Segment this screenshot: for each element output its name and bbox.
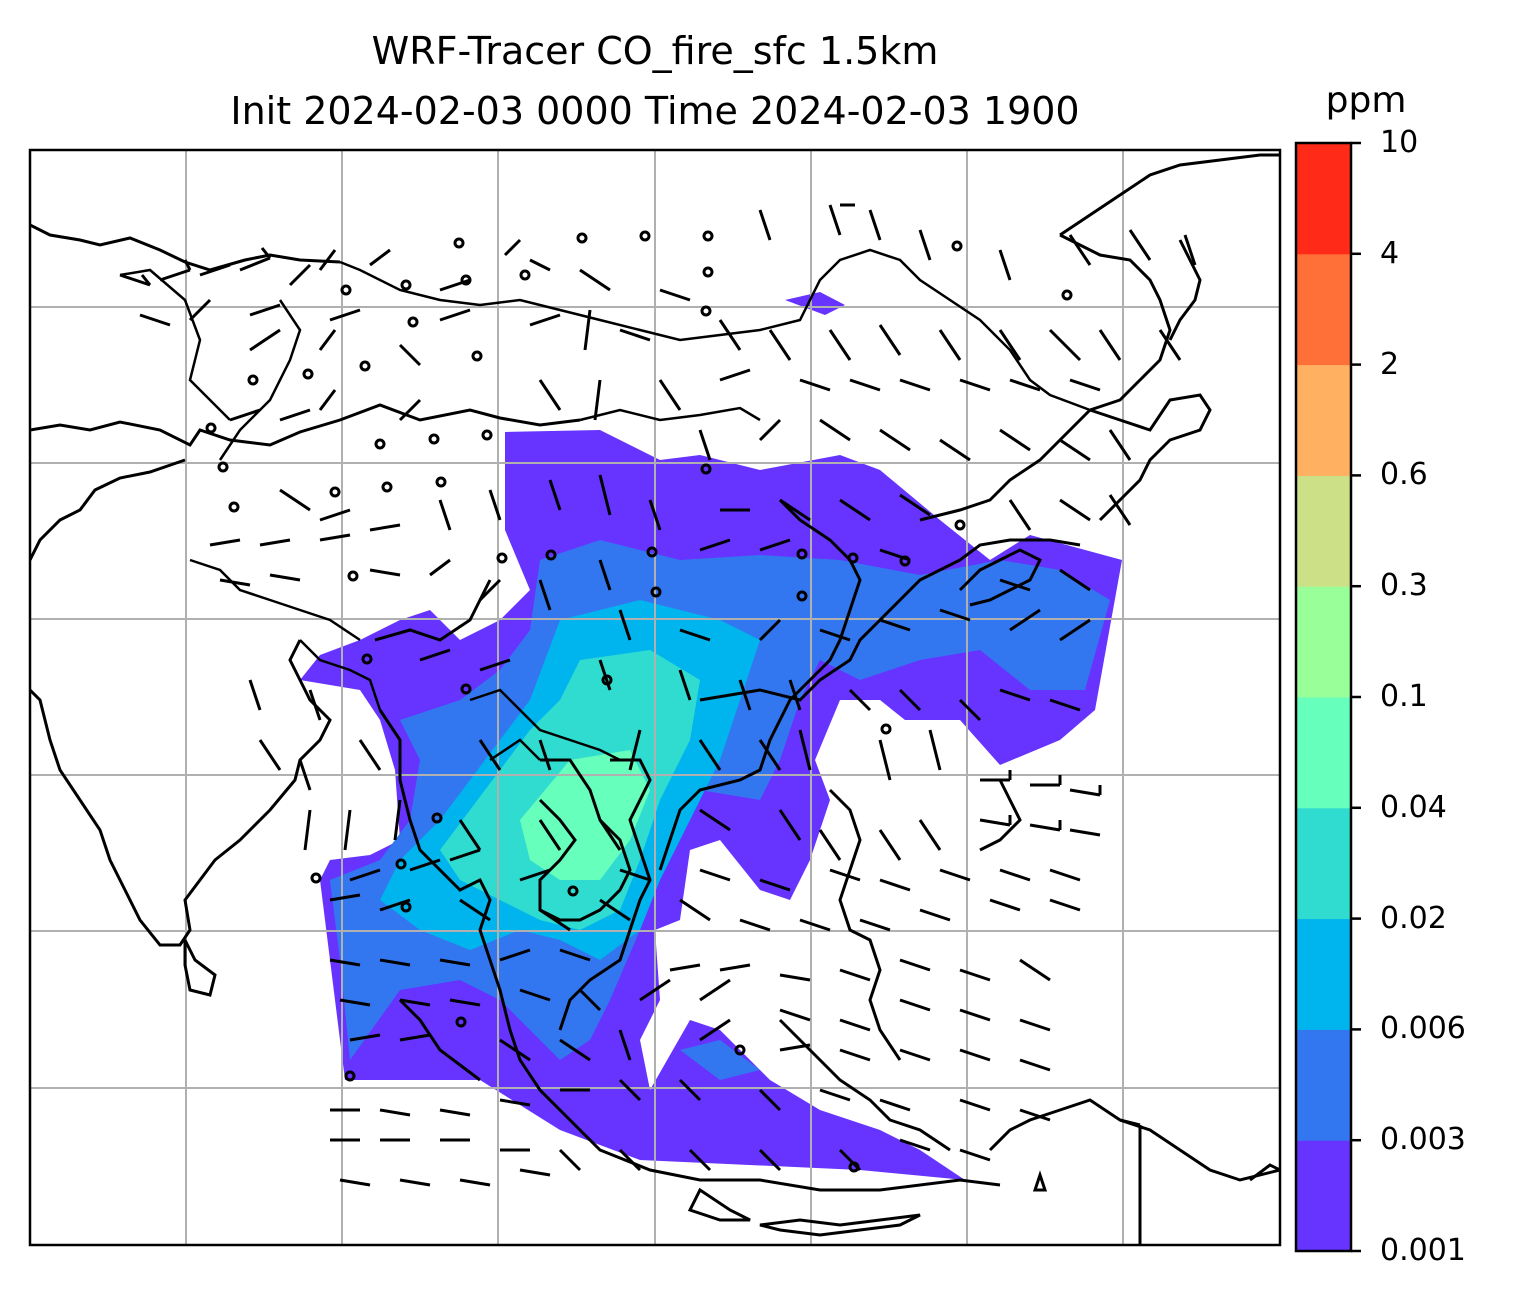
tracer-fill-level-1b	[785, 292, 845, 315]
colorbar-tick-label: 0.3	[1380, 568, 1428, 604]
colorbar-tick-label: 0.003	[1380, 1122, 1466, 1158]
colorbar-swatch-1	[1296, 1140, 1351, 1252]
map-subtitle: Init 2024-02-03 0000 Time 2024-02-03 190…	[230, 89, 1080, 133]
tracer-fill-level-2b	[680, 1040, 760, 1080]
colorbar-tick-label: 0.001	[1380, 1233, 1466, 1268]
wind-barbs	[119, 203, 1197, 1187]
colorbar-swatch-4	[1296, 807, 1351, 920]
country-borders	[119, 248, 1091, 762]
colorbar-swatch-9	[1296, 253, 1351, 366]
colorbar-unit-label: ppm	[1325, 80, 1407, 121]
colorbar-tick-label: 4	[1380, 235, 1400, 271]
coastlines	[30, 153, 1280, 1245]
colorbar-tick-label: 2	[1380, 346, 1400, 382]
colorbar	[1294, 141, 1361, 1253]
calm-wind-markers	[205, 230, 1073, 1173]
colorbar-swatch-10	[1296, 143, 1351, 255]
colorbar-tick-label: 0.6	[1380, 457, 1428, 493]
colorbar-swatch-5	[1296, 697, 1351, 809]
colorbar-tick-label: 0.04	[1380, 789, 1447, 825]
colorbar-swatch-8	[1296, 364, 1351, 476]
colorbar-tick-label: 0.006	[1380, 1011, 1466, 1047]
colorbar-swatch-6	[1296, 586, 1351, 698]
map-axes-frame	[28, 148, 1282, 1247]
colorbar-swatch-3	[1296, 918, 1351, 1030]
colorbar-swatch-2	[1296, 1029, 1351, 1141]
map-plot-area	[300, 292, 1122, 1180]
colorbar-tick-label: 0.02	[1380, 900, 1447, 936]
colorbar-swatch-7	[1296, 475, 1351, 587]
map-title: WRF-Tracer CO_fire_sfc 1.5km	[371, 29, 939, 73]
colorbar-tick-label: 0.1	[1380, 679, 1428, 714]
colorbar-tick-label: 10	[1380, 125, 1419, 160]
